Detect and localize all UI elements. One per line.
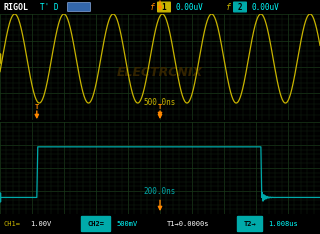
Text: CH1=: CH1= — [4, 221, 21, 227]
Text: f: f — [149, 3, 155, 11]
Text: 200.0ns: 200.0ns — [144, 186, 176, 196]
Text: T2→: T2→ — [244, 221, 256, 227]
FancyBboxPatch shape — [0, 193, 1, 202]
FancyBboxPatch shape — [237, 216, 262, 231]
FancyBboxPatch shape — [158, 2, 170, 12]
Text: 500.0ns: 500.0ns — [144, 98, 176, 107]
Text: 500mV: 500mV — [116, 221, 137, 227]
FancyBboxPatch shape — [82, 216, 110, 231]
Text: RIGOL: RIGOL — [4, 3, 29, 11]
Text: f: f — [226, 3, 230, 11]
FancyBboxPatch shape — [234, 2, 246, 12]
Text: 0.00uV: 0.00uV — [176, 3, 204, 11]
FancyBboxPatch shape — [0, 54, 1, 63]
Text: T' D: T' D — [40, 3, 59, 11]
Text: ELECTRCNIX: ELECTRCNIX — [117, 66, 203, 79]
Text: T1→0.0000s: T1→0.0000s — [167, 221, 210, 227]
Text: 1: 1 — [162, 3, 166, 11]
FancyBboxPatch shape — [68, 3, 91, 11]
Text: 0.00uV: 0.00uV — [252, 3, 280, 11]
Text: 1.008us: 1.008us — [268, 221, 298, 227]
Text: 2: 2 — [238, 3, 242, 11]
Text: CH2=: CH2= — [87, 221, 105, 227]
Text: T: T — [158, 104, 162, 110]
Text: T: T — [35, 104, 39, 110]
Text: 1.00V: 1.00V — [30, 221, 51, 227]
